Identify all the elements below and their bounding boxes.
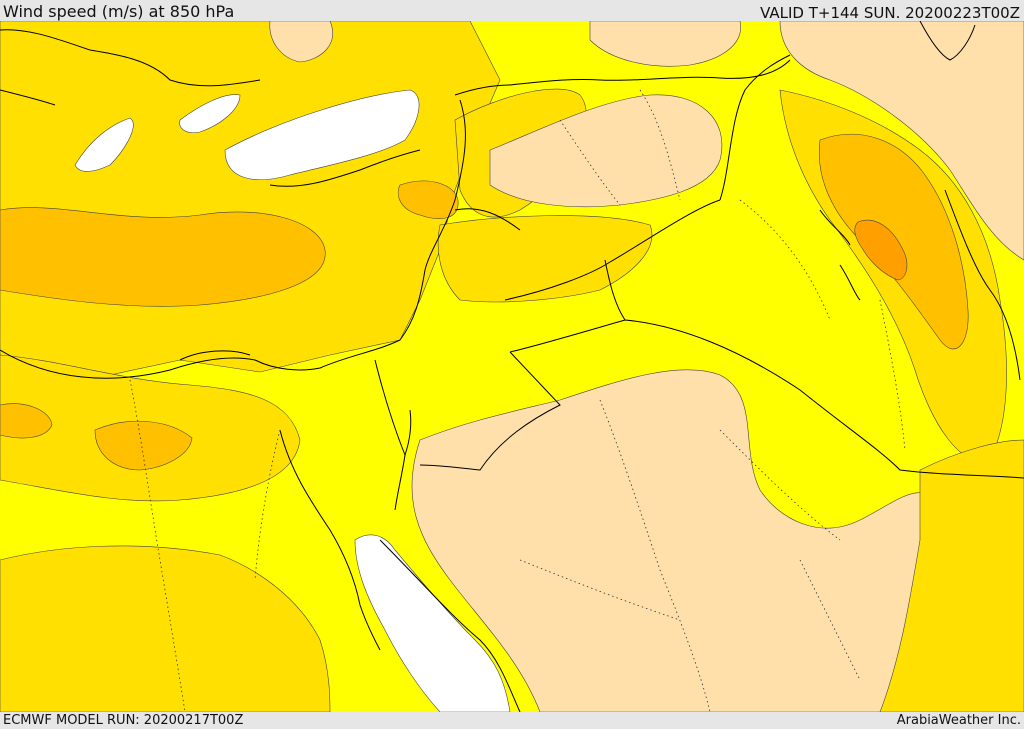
calm-area-crete: [74, 117, 134, 172]
wind-band-egypt-core: [94, 420, 193, 471]
header-bar: [0, 0, 1024, 21]
calm-area-red-sea: [354, 534, 511, 712]
wind-band-turkey-east: [589, 21, 741, 67]
model-run-label: ECMWF MODEL RUN: 20200217T00Z: [3, 713, 244, 728]
wind-band-zagros-peak: [854, 219, 908, 281]
credit-label: ArabiaWeather Inc.: [896, 713, 1021, 728]
borders: [0, 21, 1024, 712]
wind-band-arabian-desert: [411, 369, 943, 712]
wind-band-levant-coast: [397, 180, 459, 219]
calm-area-aegean: [179, 94, 241, 133]
wind-band-libya-coast: [0, 403, 53, 439]
map-title: Wind speed (m/s) at 850 hPa: [3, 2, 235, 21]
wind-band-aegean: [0, 207, 326, 307]
internal-boundaries: [129, 89, 906, 712]
wind-band-iran-nw: [779, 21, 1024, 261]
wind-band-egypt-south: [0, 545, 331, 712]
wind-band-north-syria: [437, 215, 653, 303]
footer-bar: [0, 712, 1024, 729]
wind-speed-map[interactable]: [0, 21, 1024, 712]
wind-band-iraq-north: [489, 94, 723, 208]
map-canvas: [0, 21, 1024, 712]
valid-time: VALID T+144 SUN. 20200223T00Z: [760, 4, 1020, 22]
wind-band-caspian-south: [269, 21, 333, 63]
calm-area-cyprus-sea: [224, 89, 420, 180]
wind-band-gulf: [879, 439, 1024, 712]
